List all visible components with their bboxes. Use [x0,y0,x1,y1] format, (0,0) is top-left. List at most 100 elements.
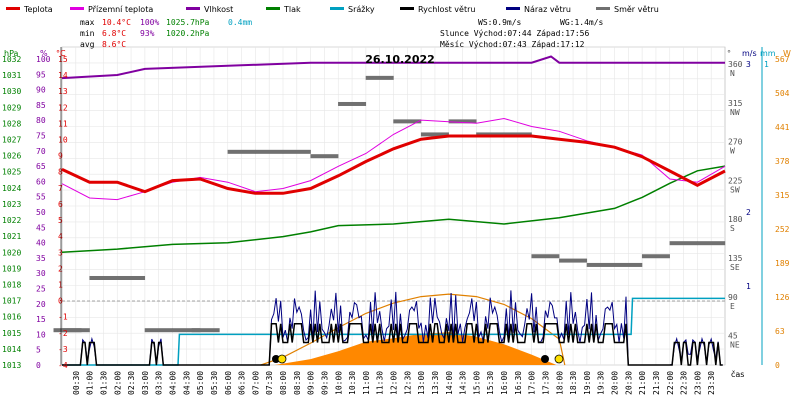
x-tick: 14:00 [445,371,454,395]
legend-swatch [596,7,610,10]
ax-degc-tick: 12 [58,103,68,112]
x-tick: 10:30 [348,371,357,395]
chart-title: 26.10.2022 [365,53,435,66]
wind-speed-axis: 3 2 1 [746,60,751,291]
ax-pct-tick: 30 [36,269,46,278]
x-tick: 21:00 [638,371,647,395]
dir-tick-label: NW [730,108,740,117]
wind-dir-mark [503,132,532,137]
legend-swatch [70,7,84,10]
dir-tick-value: 180 [728,215,743,224]
ax-pct-tick: 100 [36,55,51,64]
wind-dir-mark [393,119,422,124]
ax-wm2-tick: 315 [775,191,790,200]
x-tick: 09:30 [320,371,329,395]
wind-dir-mark [310,154,339,159]
ax-degc-tick: 7 [58,184,63,193]
humidity-axis: 1009590858075706560555045403530252015105… [36,55,51,370]
stat-sun: Slunce Východ:07:44 Západ:17:56 [440,29,589,38]
wind-dir-mark [476,132,505,137]
moonrise-marker [272,355,280,363]
legend-label: Rychlost větru [418,5,475,14]
degc-unit: °C [56,49,66,58]
ax-degc-tick: 14 [58,71,68,80]
mm-unit: mm [760,49,776,58]
legend-swatch [330,7,344,10]
stat-wg: WG:1.4m/s [560,18,604,27]
wind-dir-mark [282,149,311,154]
legend: Teplota Přízemní teplota Vlhkost Tlak Srážky… [6,5,659,14]
theoretical-solar-line [260,293,566,366]
stat-max-rain: 0.4mm [228,18,252,27]
ax-hpa-tick: 1032 [2,55,21,64]
ax-pct-tick: 25 [36,285,46,294]
legend-label: Přízemní teplota [88,5,153,14]
ax-degc-tick: 0 [58,297,63,306]
wind-dir-mark [89,275,118,280]
wind-dir-mark [448,119,477,124]
x-tick: 07:30 [265,371,274,395]
x-tick: 23:00 [693,371,702,395]
ax-pct-tick: 70 [36,147,46,156]
ax-hpa-tick: 1017 [2,297,21,306]
stat-max-temp: 10.4°C [102,18,131,27]
sunrise-marker [277,354,287,364]
ax-degc-tick: 1 [58,280,63,289]
wind-dir-mark [191,328,220,333]
ax-pct-tick: 60 [36,177,46,186]
x-tick: 12:00 [390,371,399,395]
ax-pct-tick: 85 [36,101,46,110]
ax-degc-tick: 10 [58,136,68,145]
wind-dir-mark [559,258,588,263]
x-tick: 08:00 [279,371,288,395]
ax-pct-tick: 65 [36,162,46,171]
grid-lines [62,46,725,366]
stat-ws: WS:0.9m/s [478,18,522,27]
wind-dir-mark [227,149,256,154]
x-tick: 23:30 [707,371,716,395]
pressure-axis: 1032 1031 1030 1029 1028 1027 1026 1025 1024 1023… [2,55,21,370]
legend-label: Náraz větru [524,5,571,14]
ax-hpa-tick: 1025 [2,168,21,177]
x-tick: 01:00 [86,371,95,395]
ax-pct-tick: 80 [36,116,46,125]
x-tick: 19:30 [597,371,606,395]
ax-hpa-tick: 1013 [2,361,21,370]
wind-speed-line [62,323,723,366]
wind-direction-series [53,75,726,333]
legend-label: Teplota [23,5,53,14]
ax-pct-tick: 50 [36,208,46,217]
x-tick: 14:30 [459,371,468,395]
ax-pct-tick: 95 [36,70,46,79]
wind-dir-mark [641,254,670,259]
x-tick: 02:00 [113,371,122,395]
ax-pct-tick: 20 [36,300,46,309]
x-tick: 01:30 [99,371,108,395]
dir-tick-value: 360 [728,60,743,69]
legend-label: Vlhkost [204,5,233,14]
sunset-marker [554,354,564,364]
wind-dir-mark [531,254,560,259]
x-tick: 19:00 [583,371,592,395]
wind-dir-mark [365,75,394,80]
ax-pct-tick: 15 [36,315,46,324]
wind-dir-mark [614,262,643,267]
ax-hpa-tick: 1030 [2,87,21,96]
x-tick: 00:30 [72,371,81,395]
dir-tick-label: E [730,302,735,311]
ax-pct-tick: 10 [36,330,46,339]
ax-wm2-tick: 504 [775,89,790,98]
legend-swatch [400,7,414,10]
wind-dir-mark [255,149,284,154]
wm2-unit: W [783,49,791,58]
x-tick: 05:30 [210,371,219,395]
x-tick: 02:30 [127,371,136,395]
stat-min-hum: 93% [140,29,155,38]
solar-axis: 567 504 441 378 315 252 189 126 63 0 [775,55,790,370]
ax-pct-tick: 5 [36,346,41,355]
legend-swatch [506,7,520,10]
stat-min-press: 1020.2hPa [166,29,210,38]
ax-pct-tick: 35 [36,254,46,263]
ax-pct-tick: 55 [36,193,46,202]
